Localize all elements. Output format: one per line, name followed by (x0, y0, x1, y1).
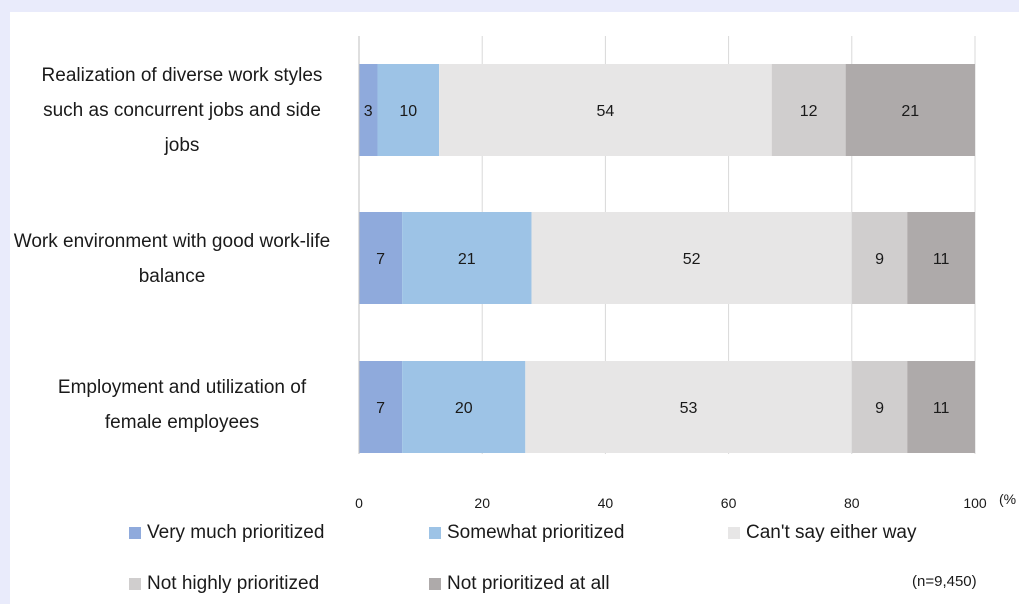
x-tick-label: 40 (598, 495, 614, 511)
legend-item: Can't say either way (728, 522, 916, 544)
data-label: 54 (597, 103, 615, 120)
legend-swatch (429, 578, 441, 590)
bar-segment (402, 361, 526, 453)
legend-item: Somewhat prioritized (429, 522, 624, 544)
legend-swatch (728, 527, 740, 539)
data-label: 12 (800, 103, 818, 120)
data-label: 7 (376, 251, 385, 268)
legend-label: Can't say either way (746, 522, 917, 543)
category-label: Realization of diverse work styles such … (41, 65, 323, 156)
legend-label: Not highly prioritized (147, 573, 320, 594)
legend-swatch (129, 527, 141, 539)
x-tick-label: 60 (721, 495, 737, 511)
bar-segment (402, 212, 532, 304)
data-label: 11 (933, 400, 950, 417)
x-tick-label: 20 (474, 495, 490, 511)
category-label: Work environment with good work-life bal… (13, 231, 331, 287)
sample-size-note: (n=9,450) (912, 573, 977, 590)
bar-segment (771, 64, 846, 156)
data-label: 21 (901, 103, 919, 120)
data-label: 53 (680, 400, 698, 417)
legend-item: Not prioritized at all (429, 573, 610, 595)
bar-segment (531, 212, 852, 304)
bar-segment (525, 361, 852, 453)
data-label: 52 (683, 251, 701, 268)
data-label: 10 (399, 103, 417, 120)
bar-segment (359, 361, 403, 453)
x-tick-label: 100 (963, 495, 987, 511)
legend-swatch (129, 578, 141, 590)
axis-unit: (% (999, 491, 1017, 507)
bar-segment (851, 361, 908, 453)
data-label: 11 (933, 251, 950, 268)
data-label: 9 (875, 400, 884, 417)
legend-label: Not prioritized at all (447, 573, 610, 594)
legend-label: Somewhat prioritized (447, 522, 625, 543)
x-tick-label: 0 (355, 495, 363, 511)
legend-item: Not highly prioritized (129, 573, 319, 595)
data-label: 21 (458, 251, 476, 268)
bar-segment (359, 64, 378, 156)
legend-item: Very much prioritized (129, 522, 324, 544)
legend-swatch (429, 527, 441, 539)
data-label: 7 (376, 400, 385, 417)
data-label: 3 (364, 103, 373, 120)
x-tick-label: 80 (844, 495, 860, 511)
bar-segment (845, 64, 975, 156)
bar-segment (439, 64, 772, 156)
legend-label: Very much prioritized (147, 522, 325, 543)
bar-segment (851, 212, 908, 304)
data-label: 9 (875, 251, 884, 268)
bar-segment (907, 361, 975, 453)
bar-segment (907, 212, 975, 304)
data-label: 20 (455, 400, 473, 417)
bar-segment (377, 64, 440, 156)
category-label: Employment and utilization of female emp… (57, 377, 307, 433)
bar-segment (359, 212, 403, 304)
